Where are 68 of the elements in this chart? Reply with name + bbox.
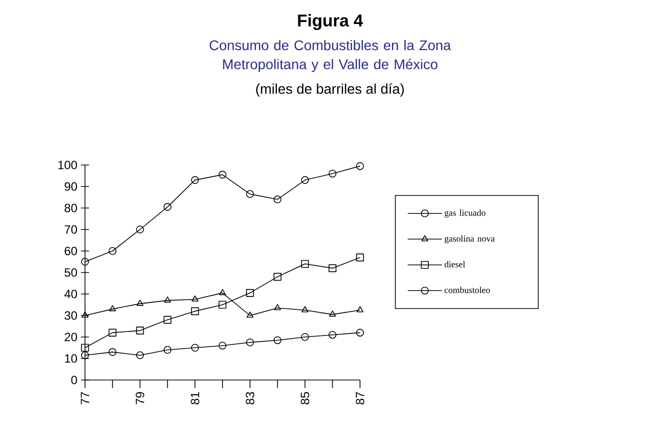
point <box>81 351 89 360</box>
y-tick-label: 30 <box>64 311 78 320</box>
point <box>136 326 144 334</box>
point <box>356 162 364 170</box>
point <box>246 338 254 346</box>
point <box>246 312 254 318</box>
x-tick-label: 79 <box>136 392 144 404</box>
point <box>328 330 336 339</box>
point <box>274 304 281 310</box>
point <box>82 312 88 318</box>
x-tick-label: 87 <box>356 392 364 404</box>
legend-label: diesel <box>444 260 466 268</box>
y-tick-label: 20 <box>64 332 78 342</box>
point <box>81 258 89 266</box>
point <box>329 310 336 317</box>
point <box>136 300 144 306</box>
point <box>302 306 308 312</box>
point <box>301 333 309 341</box>
point <box>191 344 199 352</box>
point <box>191 307 199 316</box>
point <box>164 296 171 303</box>
point <box>81 344 89 352</box>
y-tick-label: 70 <box>64 225 78 234</box>
y-tick-label: 0 <box>71 376 78 384</box>
point <box>274 272 282 281</box>
chart-subtitle: Consumo de Combustibles en la Zona Metropolitana y el Valle de México <box>210 40 451 72</box>
point <box>246 190 254 198</box>
legend-label: combustoleo <box>444 286 490 294</box>
text: (miles de barriles al día) <box>256 83 404 97</box>
x-tick-label: 85 <box>300 392 310 404</box>
point <box>218 170 226 179</box>
point <box>328 264 336 272</box>
point <box>136 226 144 234</box>
y-tick-label: 90 <box>64 182 78 191</box>
point <box>108 247 116 255</box>
y-tick-label: 100 <box>58 160 78 170</box>
point <box>108 348 116 356</box>
y-tick-label: 10 <box>65 354 78 363</box>
point <box>164 316 172 324</box>
point <box>109 305 116 312</box>
y-tick-label: 40 <box>64 290 78 298</box>
point <box>219 289 226 296</box>
point <box>356 254 364 262</box>
legend-label: gasolina nova <box>444 235 495 244</box>
point <box>218 342 226 350</box>
x-tick-label: 81 <box>190 392 200 404</box>
x-tick-label: 83 <box>246 392 254 404</box>
point <box>192 295 198 302</box>
y-tick-label: 80 <box>64 204 78 212</box>
point <box>246 289 254 297</box>
point <box>136 351 144 360</box>
chart-title: Figura 4 <box>298 14 363 30</box>
y-tick-label: 60 <box>64 246 78 256</box>
point <box>301 260 309 268</box>
point <box>356 328 364 337</box>
point <box>328 170 336 178</box>
point <box>218 300 226 309</box>
y-tick-label: 50 <box>64 268 78 277</box>
point <box>274 196 282 204</box>
legend-label: gas licuado <box>444 210 486 218</box>
point <box>191 176 199 184</box>
point <box>356 306 364 312</box>
point <box>164 346 172 354</box>
point <box>164 203 172 211</box>
point <box>274 336 282 344</box>
point <box>301 176 309 184</box>
x-tick-label: 77 <box>80 392 90 404</box>
point <box>108 328 116 337</box>
